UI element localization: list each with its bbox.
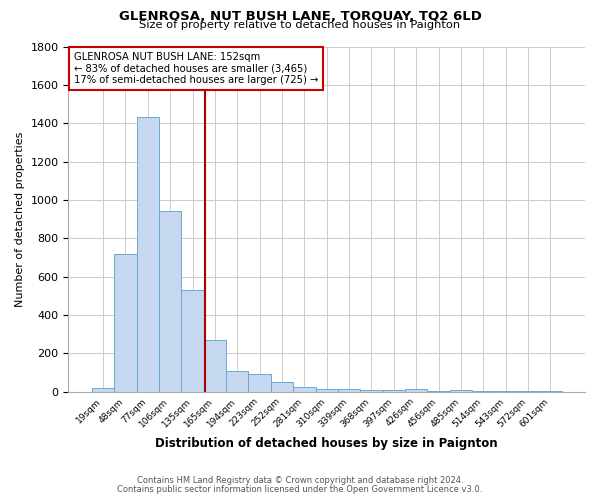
Bar xyxy=(316,389,338,392)
Bar xyxy=(539,391,562,392)
Bar xyxy=(226,370,248,392)
Bar xyxy=(338,390,360,392)
Bar xyxy=(383,390,405,392)
Text: Size of property relative to detached houses in Paignton: Size of property relative to detached ho… xyxy=(139,20,461,30)
Bar xyxy=(271,382,293,392)
Bar xyxy=(137,118,159,392)
X-axis label: Distribution of detached houses by size in Paignton: Distribution of detached houses by size … xyxy=(155,437,498,450)
Bar xyxy=(114,254,137,392)
Bar xyxy=(427,391,450,392)
Bar xyxy=(181,290,204,392)
Bar xyxy=(472,391,494,392)
Bar xyxy=(92,388,114,392)
Bar xyxy=(517,391,539,392)
Text: Contains HM Land Registry data © Crown copyright and database right 2024.: Contains HM Land Registry data © Crown c… xyxy=(137,476,463,485)
Bar xyxy=(494,391,517,392)
Bar xyxy=(450,390,472,392)
Bar xyxy=(293,387,316,392)
Bar xyxy=(204,340,226,392)
Text: GLENROSA NUT BUSH LANE: 152sqm
← 83% of detached houses are smaller (3,465)
17% : GLENROSA NUT BUSH LANE: 152sqm ← 83% of … xyxy=(74,52,318,85)
Bar xyxy=(248,374,271,392)
Bar xyxy=(360,390,383,392)
Text: Contains public sector information licensed under the Open Government Licence v3: Contains public sector information licen… xyxy=(118,485,482,494)
Y-axis label: Number of detached properties: Number of detached properties xyxy=(15,132,25,307)
Bar xyxy=(405,390,427,392)
Bar xyxy=(159,212,181,392)
Text: GLENROSA, NUT BUSH LANE, TORQUAY, TQ2 6LD: GLENROSA, NUT BUSH LANE, TORQUAY, TQ2 6L… xyxy=(119,10,481,23)
